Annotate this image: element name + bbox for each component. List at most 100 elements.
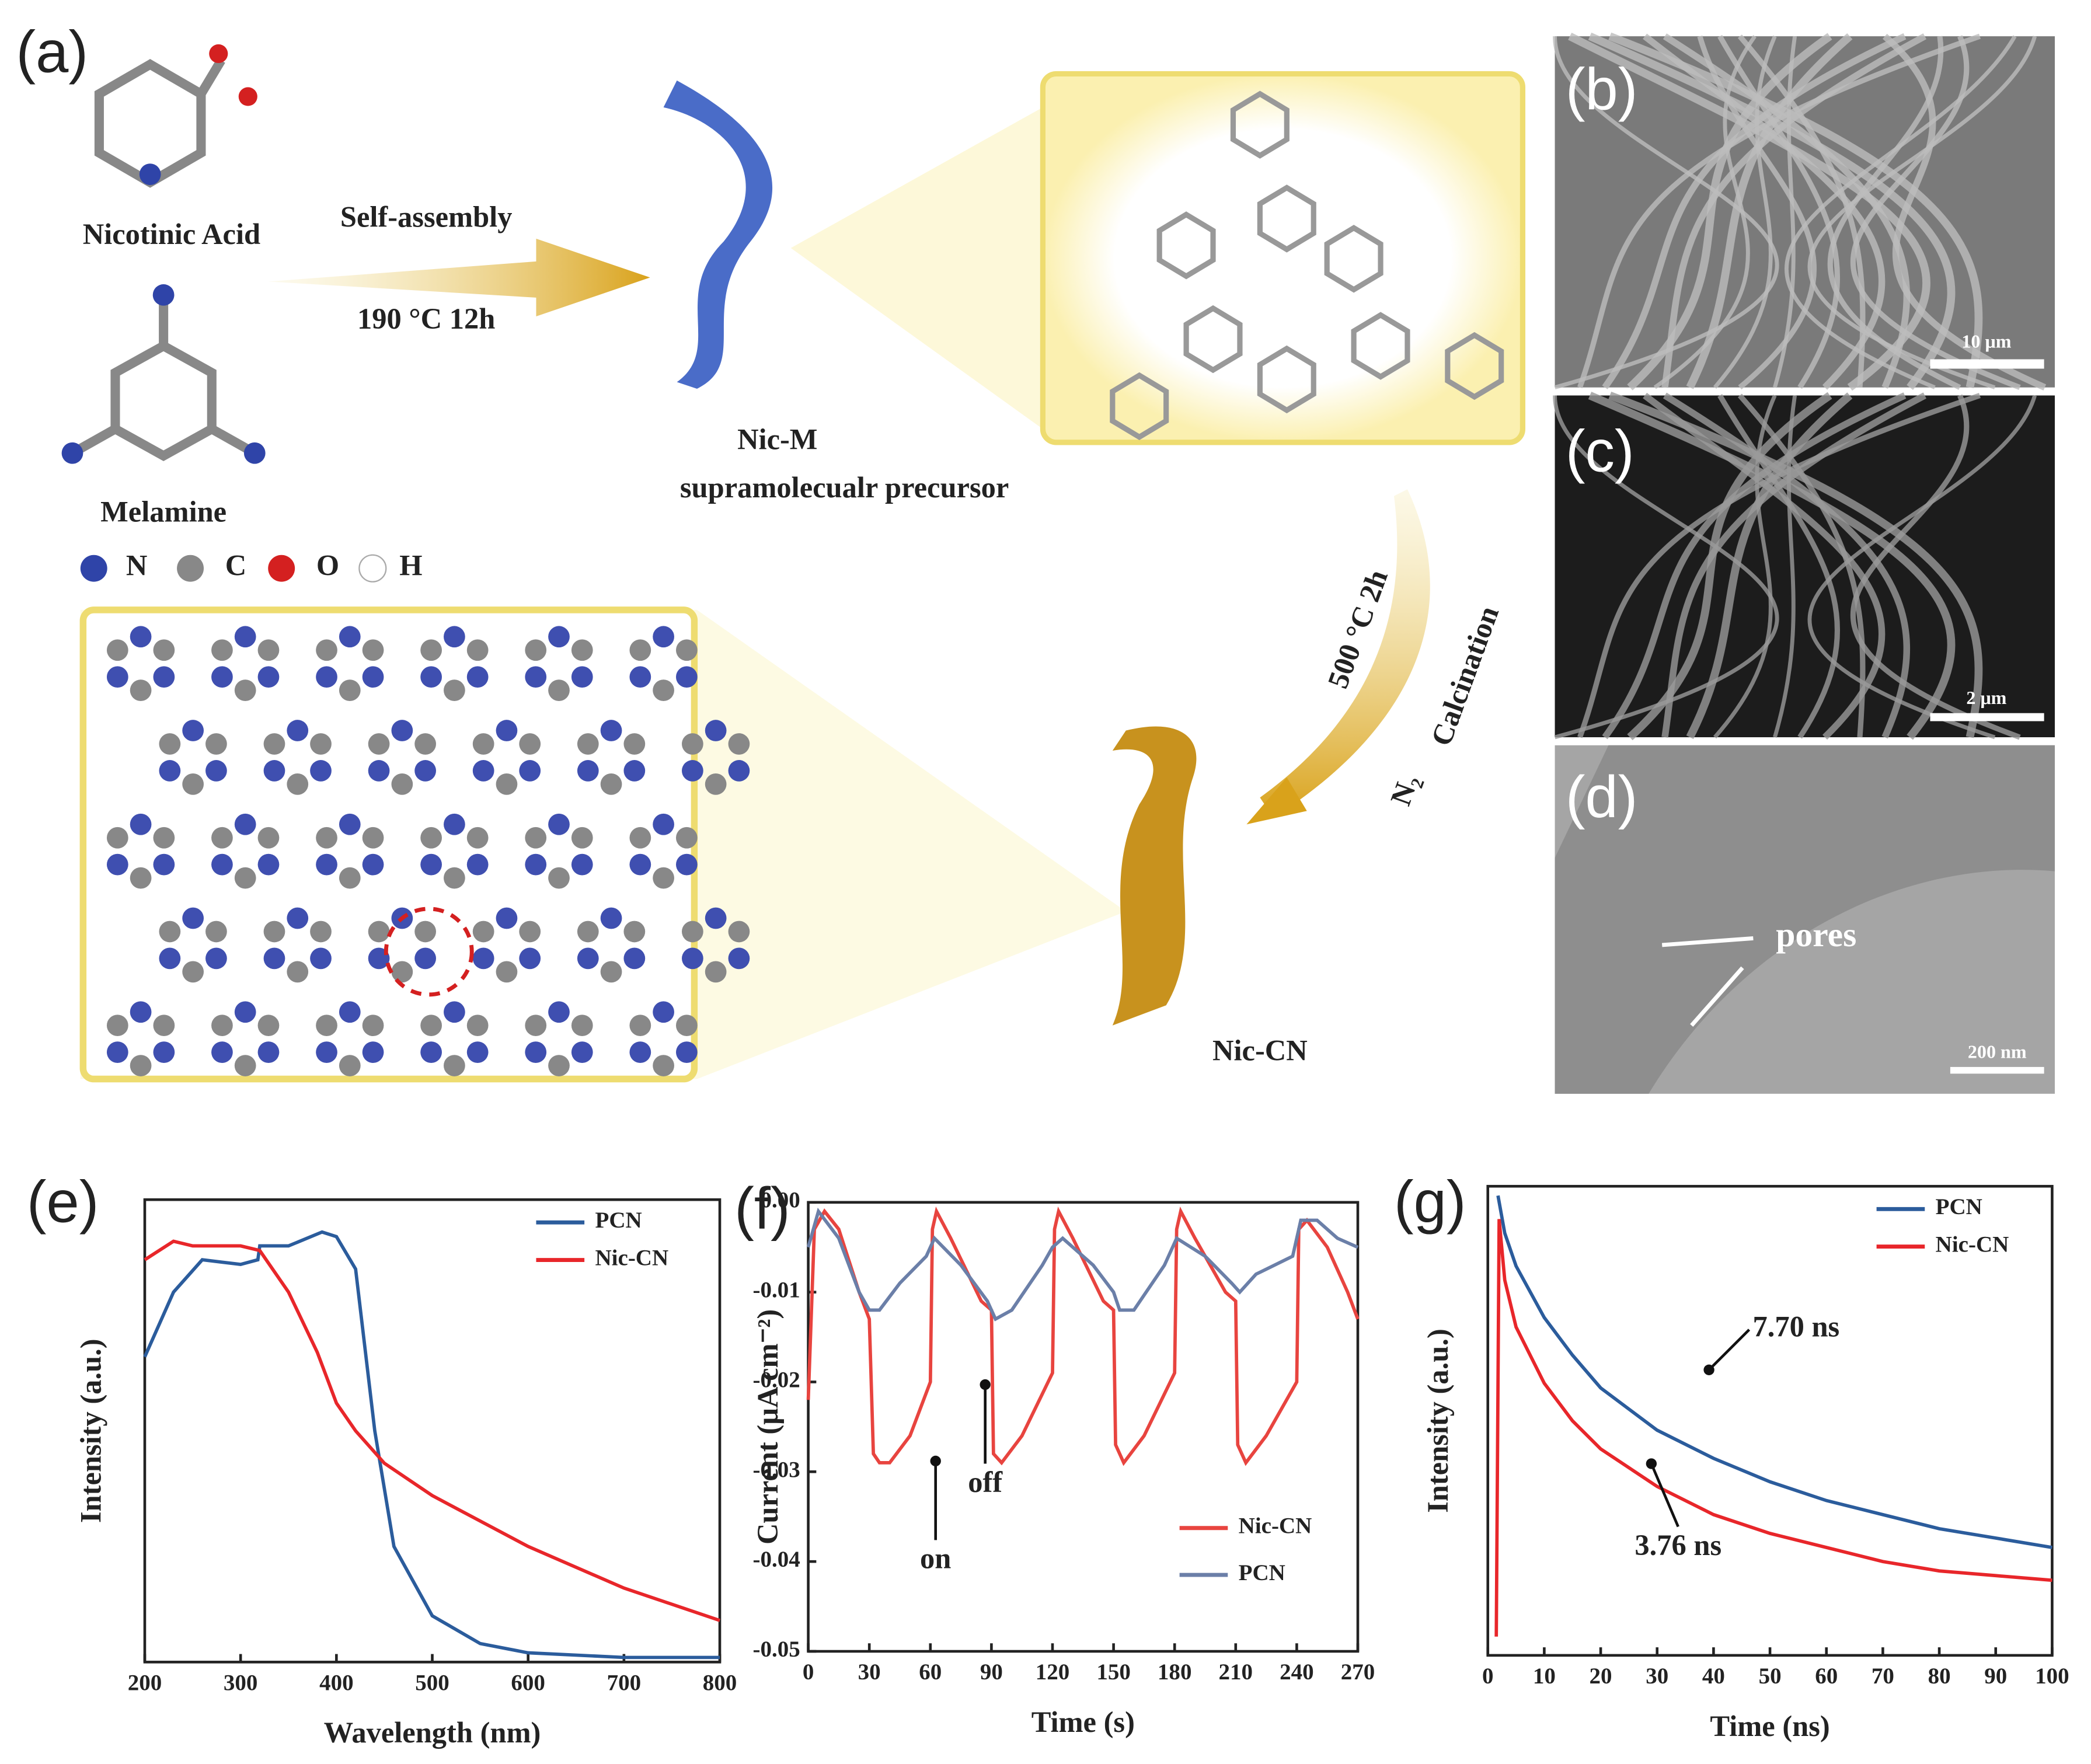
panel-label: (e) — [27, 1169, 99, 1235]
atom — [571, 1015, 593, 1037]
atom — [577, 760, 599, 782]
atom-label: H — [399, 549, 422, 581]
atom — [391, 720, 413, 741]
atom — [571, 1041, 593, 1063]
atom — [310, 760, 332, 782]
fiber — [1602, 33, 1907, 390]
atom — [519, 733, 541, 755]
annotation-arrow — [1707, 1329, 1751, 1371]
atom — [362, 666, 384, 688]
x-tick-label: 90 — [1984, 1664, 2007, 1689]
panel-a: (a) Nicotinic Acid Melamine N C O H Self… — [16, 19, 1526, 1083]
atom — [362, 827, 384, 849]
x-tick-label: 30 — [858, 1660, 881, 1685]
x-axis-label: Time (ns) — [1710, 1710, 1829, 1742]
atom — [629, 639, 651, 661]
atom — [368, 760, 390, 782]
nic-cn-ribbon — [1112, 726, 1197, 1026]
zoom-cone — [790, 107, 1043, 429]
tem-region — [1555, 745, 2055, 1094]
fiber — [1773, 36, 1797, 388]
atom — [182, 773, 204, 795]
x-tick-label: 120 — [1036, 1660, 1070, 1685]
y-axis-label: Current (μA cm⁻²) — [751, 1309, 784, 1545]
atom — [466, 827, 489, 849]
plot-frame — [807, 1201, 1360, 1653]
atom — [623, 733, 646, 755]
atom — [130, 813, 152, 835]
atom — [629, 1041, 651, 1063]
atom — [629, 666, 651, 688]
atom — [211, 666, 233, 688]
cn-network — [106, 626, 750, 1076]
legend-label: PCN — [1239, 1560, 1285, 1585]
atom — [675, 639, 698, 661]
atom — [705, 961, 727, 983]
atom — [420, 1015, 442, 1037]
atom — [444, 813, 465, 835]
arrow-head — [1246, 777, 1307, 825]
chart: (f) 0 30 60 90 120 150 180 210 240 270 0.00 -0.01 -0.… — [734, 1176, 1375, 1738]
atom — [472, 733, 494, 755]
x-axis-label: Wavelength (nm) — [324, 1716, 541, 1749]
fibers — [1553, 392, 2037, 741]
x-tick-label: 50 — [1759, 1664, 1782, 1689]
atom — [153, 1041, 175, 1063]
atom — [728, 921, 750, 943]
atom — [623, 921, 646, 943]
atom — [153, 666, 175, 688]
atom — [496, 773, 518, 795]
atom — [444, 867, 465, 889]
atom — [182, 907, 204, 929]
atom — [420, 666, 442, 688]
data-line — [806, 1207, 1359, 1322]
atom — [525, 639, 547, 661]
atom — [257, 666, 280, 688]
atom — [496, 907, 518, 929]
atom — [577, 947, 599, 970]
atom — [519, 921, 541, 943]
atom — [496, 961, 518, 983]
atom — [571, 853, 593, 876]
arrow — [268, 238, 650, 317]
atom — [153, 1015, 175, 1037]
atom — [106, 827, 128, 849]
atom — [519, 760, 541, 782]
atom — [234, 813, 256, 835]
atom — [263, 947, 285, 970]
molecule-name: Nicotinic Acid — [83, 218, 260, 250]
atom — [653, 1001, 674, 1023]
atom — [211, 827, 233, 849]
x-tick-label: 0 — [803, 1660, 814, 1685]
atom — [362, 1015, 384, 1037]
atom — [444, 1001, 465, 1023]
atom — [525, 853, 547, 876]
scale-label: 10 μm — [1961, 330, 2011, 351]
atom — [682, 760, 703, 782]
atom — [675, 827, 698, 849]
atom — [682, 947, 703, 970]
atom — [653, 1055, 674, 1076]
atom — [653, 626, 674, 648]
atom — [287, 907, 309, 929]
atom — [728, 947, 750, 970]
atom — [391, 961, 413, 983]
atom — [339, 1055, 361, 1076]
atom — [420, 639, 442, 661]
atom — [414, 760, 436, 782]
atom — [310, 921, 332, 943]
y-tick-label: -0.02 — [753, 1367, 800, 1392]
y-tick-label: -0.03 — [753, 1457, 800, 1482]
atom — [234, 1001, 256, 1023]
atom — [211, 639, 233, 661]
atom — [339, 813, 361, 835]
x-tick-label: 30 — [1646, 1664, 1668, 1689]
atom — [153, 853, 175, 876]
atom — [444, 626, 465, 648]
y-axis-label: Intensity (a.u.) — [74, 1338, 107, 1523]
legend-label: PCN — [1936, 1194, 1982, 1219]
x-tick-label: 10 — [1533, 1664, 1556, 1689]
atom — [130, 679, 152, 702]
atom — [182, 720, 204, 741]
